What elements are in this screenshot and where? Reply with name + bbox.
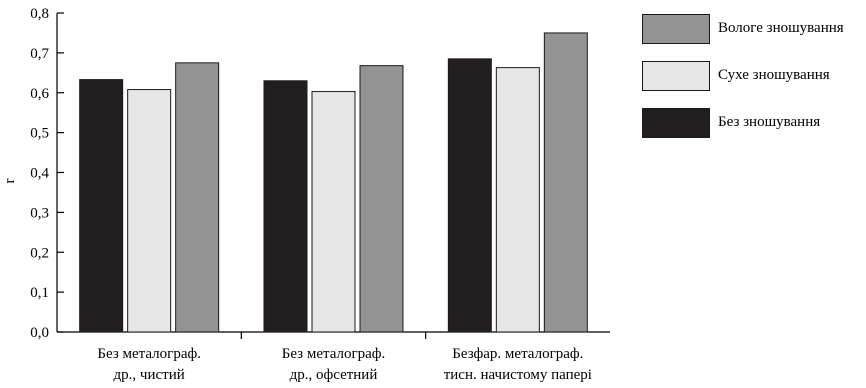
bars [79,32,588,333]
legend-swatch [642,108,710,138]
y-tick-label: 0,6 [30,86,49,102]
bar-3-cat-2 [359,65,404,333]
y-tick-label: 0,3 [30,205,49,221]
bar-1-cat-2 [263,80,308,333]
legend-label: Вологе зношування [718,20,844,36]
legend-swatch [642,61,710,91]
bar-2-cat-3 [495,67,540,333]
category-label: Без металограф. [97,346,201,362]
legend-item: Вологе зношування [642,14,866,46]
legend-item: Сухе зношування [642,61,866,93]
category-label: Без металограф. [282,346,386,362]
bar-2-cat-1 [127,89,172,333]
legend-swatch [642,14,710,44]
y-axis-title: r [2,179,18,184]
category-label: др., чистий [114,367,185,383]
bar-1-cat-3 [447,58,492,333]
y-axis: 0,0 0,1 0,2 0,3 0,4 0,5 0,6 0,7 0,8 [30,6,64,341]
bar-2-cat-2 [311,91,356,333]
category-label: Безфар. металограф. [452,346,583,362]
category-label: тисн. начистому папері [444,367,592,383]
y-tick-label: 0,5 [30,126,49,142]
bar-1-cat-1 [79,79,124,333]
y-tick-label: 0,0 [30,325,49,341]
legend-label: Без зношування [718,114,821,130]
y-tick-label: 0,1 [30,285,49,301]
bar-3-cat-3 [543,32,588,333]
y-tick-label: 0,8 [30,6,49,22]
y-tick-label: 0,7 [30,46,49,62]
category-labels: Без металограф. др., чистий Без металограф… [97,346,592,383]
bar-3-cat-1 [175,62,220,333]
y-tick-label: 0,4 [30,166,49,182]
legend-label: Сухе зношування [718,67,830,83]
legend-item: Без зношування [642,108,866,140]
category-label: др., офсетний [290,367,378,383]
x-axis [57,331,610,339]
y-tick-label: 0,2 [30,245,49,261]
